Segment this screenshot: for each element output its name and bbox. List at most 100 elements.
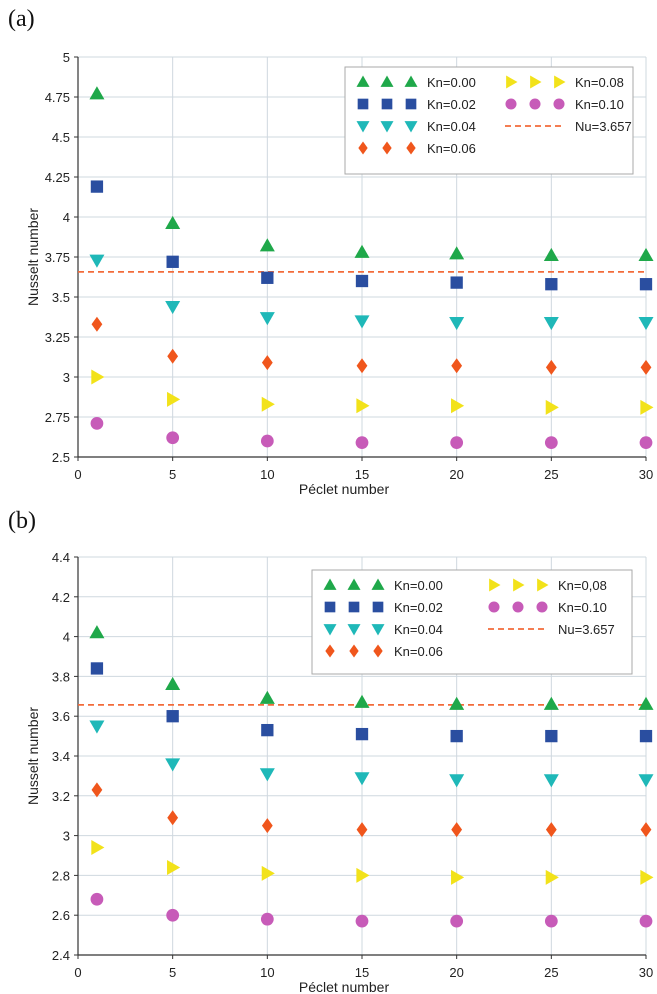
panel-label-a: (a) (8, 6, 35, 32)
data-point (543, 247, 559, 262)
data-point (89, 720, 105, 734)
data-point (545, 729, 558, 743)
data-point (89, 86, 105, 100)
y-tick-label: 3.8 (52, 669, 70, 684)
legend-swatch (357, 98, 369, 110)
x-tick-label: 30 (639, 467, 653, 482)
x-tick-label: 0 (74, 965, 81, 980)
y-axis-title: Nusselt number (25, 707, 41, 805)
x-tick-label: 30 (639, 965, 653, 980)
data-point (91, 782, 103, 798)
data-point (166, 255, 179, 268)
y-tick-label: 2.6 (52, 908, 70, 923)
data-point (450, 436, 464, 449)
data-point (90, 662, 104, 675)
data-point (356, 398, 370, 414)
legend-swatch (358, 141, 368, 155)
legend-label: Kn=0.02 (394, 600, 443, 615)
data-point (90, 417, 104, 430)
x-tick-label: 15 (355, 965, 369, 980)
y-tick-label: 3.5 (52, 290, 70, 305)
legend-swatch (349, 644, 359, 658)
data-point (543, 696, 559, 710)
x-tick-label: 5 (169, 467, 176, 482)
data-point (355, 727, 369, 741)
data-point (259, 690, 275, 704)
legend-swatch (382, 141, 392, 155)
y-tick-label: 4.25 (45, 170, 70, 185)
legend-swatch (371, 624, 385, 636)
data-point (165, 758, 181, 772)
data-point (639, 436, 653, 449)
legend-label: Kn=0.06 (427, 141, 476, 156)
y-tick-label: 4 (63, 210, 70, 225)
x-tick-label: 0 (74, 467, 81, 482)
legend-label: Kn=0.10 (575, 97, 624, 112)
data-point (167, 348, 179, 364)
legend-label: Kn=0,08 (558, 578, 607, 593)
legend-swatch (530, 75, 542, 89)
x-axis-title: Péclet number (299, 979, 390, 994)
data-point (91, 840, 105, 856)
legend-swatch (553, 98, 565, 110)
legend-swatch (381, 98, 393, 110)
y-tick-label: 2.5 (52, 450, 70, 465)
data-point (638, 696, 654, 710)
x-tick-label: 10 (260, 467, 274, 482)
data-point (354, 772, 370, 786)
panel-label-b: (b) (8, 508, 36, 534)
data-point (545, 278, 558, 291)
plot-a: 0 5 10 15 20 25 30 2.5 2.75 3 3.25 3.5 3.75 4 4.25 4.5 4… (25, 50, 654, 497)
legend-swatch (347, 578, 361, 590)
data-point (165, 300, 181, 315)
y-tick-label: 3 (63, 829, 70, 844)
legend-swatch (488, 601, 500, 613)
data-point (261, 396, 275, 412)
legend-swatch (356, 75, 370, 87)
data-point (89, 625, 105, 639)
data-point (451, 869, 465, 885)
data-point (640, 869, 654, 885)
legend-box (344, 66, 634, 175)
data-point (639, 914, 653, 928)
data-point (451, 398, 465, 414)
legend-label: Kn=0.06 (394, 644, 443, 659)
x-axis-title: Péclet number (299, 481, 390, 497)
legend-swatch (323, 578, 337, 590)
data-point (449, 696, 465, 710)
data-point (354, 244, 370, 258)
y-tick-label: 3.25 (45, 330, 70, 345)
data-point (259, 768, 275, 782)
x-tick-label: 15 (355, 467, 369, 482)
legend-swatch (506, 75, 518, 89)
y-tick-label: 4.2 (52, 590, 70, 605)
y-tick-label: 2.75 (45, 410, 70, 425)
legend-swatch (347, 624, 361, 636)
y-tick-label: 4.75 (45, 90, 70, 105)
data-point (638, 247, 654, 262)
legend-box (311, 569, 633, 675)
data-point (449, 246, 465, 260)
data-point (259, 238, 275, 252)
data-point (166, 908, 180, 922)
legend-label: Kn=0.10 (558, 600, 607, 615)
legend-label: Kn=0.00 (394, 578, 443, 593)
data-point (545, 399, 559, 415)
data-point (354, 694, 370, 708)
data-point (90, 180, 104, 193)
data-point (90, 892, 104, 906)
data-point (640, 822, 652, 838)
data-point (355, 914, 369, 928)
legend-label: Kn=0.02 (427, 97, 476, 112)
y-tick-label: 3.6 (52, 709, 70, 724)
x-tick-label: 25 (544, 467, 558, 482)
data-point (639, 729, 653, 743)
data-point (261, 865, 275, 881)
data-point (638, 316, 654, 331)
legend-swatch (325, 644, 335, 658)
legend-label: Kn=0.08 (575, 75, 624, 90)
legend-swatch (554, 75, 566, 89)
legend-label: Nu=3.657 (558, 622, 615, 637)
legend-swatch (324, 601, 336, 613)
